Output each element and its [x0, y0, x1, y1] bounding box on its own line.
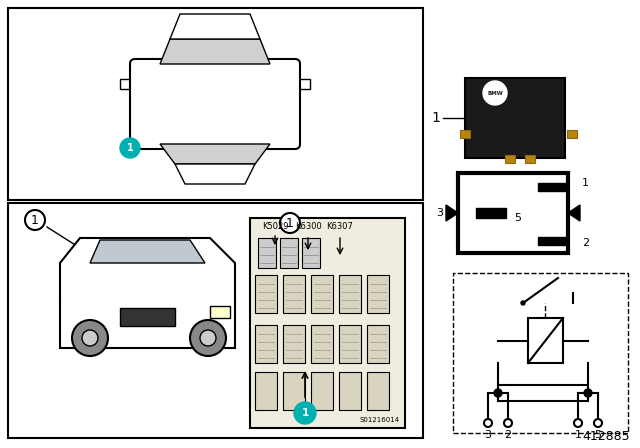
Bar: [367, 372, 389, 410]
Text: 1: 1: [575, 430, 582, 440]
Text: 5: 5: [595, 430, 602, 440]
Text: 2: 2: [504, 430, 511, 440]
Bar: [339, 325, 361, 363]
Text: 5: 5: [515, 213, 522, 223]
Text: 1: 1: [431, 111, 440, 125]
Polygon shape: [446, 205, 458, 221]
Bar: [339, 372, 361, 410]
Bar: [295, 79, 310, 89]
Polygon shape: [568, 205, 580, 221]
Bar: [339, 275, 361, 313]
Circle shape: [82, 330, 98, 346]
Bar: [453, 273, 628, 433]
Circle shape: [200, 330, 216, 346]
Circle shape: [294, 402, 316, 424]
Bar: [302, 238, 320, 268]
Text: S01216014: S01216014: [360, 417, 400, 423]
Text: K6307: K6307: [326, 222, 353, 231]
Text: K6300: K6300: [294, 222, 321, 231]
Circle shape: [574, 419, 582, 427]
FancyBboxPatch shape: [130, 59, 300, 149]
Bar: [538, 183, 566, 191]
Text: 3: 3: [484, 430, 492, 440]
Bar: [258, 238, 276, 268]
Circle shape: [484, 419, 492, 427]
Bar: [460, 130, 470, 138]
Bar: [528, 318, 563, 363]
Bar: [8, 203, 423, 438]
Text: 1: 1: [127, 143, 133, 153]
Bar: [255, 275, 277, 313]
Bar: [120, 79, 135, 89]
Bar: [311, 325, 333, 363]
Bar: [367, 325, 389, 363]
Circle shape: [190, 320, 226, 356]
Circle shape: [521, 301, 525, 305]
Polygon shape: [160, 144, 270, 164]
Circle shape: [25, 210, 45, 230]
Text: K5029: K5029: [262, 222, 288, 231]
Circle shape: [594, 419, 602, 427]
Bar: [255, 372, 277, 410]
Bar: [538, 237, 566, 245]
Circle shape: [504, 419, 512, 427]
Circle shape: [72, 320, 108, 356]
Bar: [498, 385, 588, 401]
Text: BMW: BMW: [487, 90, 503, 95]
Text: 1: 1: [301, 408, 308, 418]
Bar: [567, 130, 577, 138]
Text: 1: 1: [31, 214, 39, 227]
Polygon shape: [170, 14, 260, 39]
Polygon shape: [175, 164, 255, 184]
Circle shape: [280, 213, 300, 233]
Bar: [476, 208, 506, 218]
Bar: [250, 218, 405, 428]
Polygon shape: [160, 39, 270, 64]
Bar: [311, 372, 333, 410]
Text: 412885: 412885: [582, 430, 630, 443]
Bar: [8, 8, 423, 200]
Bar: [283, 275, 305, 313]
Bar: [505, 155, 515, 163]
Text: 1: 1: [582, 178, 589, 188]
Bar: [283, 372, 305, 410]
Bar: [311, 275, 333, 313]
Circle shape: [584, 389, 592, 397]
Bar: [525, 155, 535, 163]
Bar: [465, 78, 565, 158]
Polygon shape: [90, 240, 205, 263]
Bar: [255, 325, 277, 363]
Bar: [283, 325, 305, 363]
Bar: [120, 308, 175, 326]
Circle shape: [120, 138, 140, 158]
Text: 1: 1: [286, 216, 294, 229]
Bar: [210, 306, 230, 318]
Text: 3: 3: [436, 208, 443, 218]
Bar: [367, 275, 389, 313]
Polygon shape: [60, 238, 235, 348]
Circle shape: [494, 389, 502, 397]
Circle shape: [483, 81, 507, 105]
Bar: [280, 238, 298, 268]
Bar: [458, 173, 568, 253]
Text: 2: 2: [582, 238, 589, 248]
